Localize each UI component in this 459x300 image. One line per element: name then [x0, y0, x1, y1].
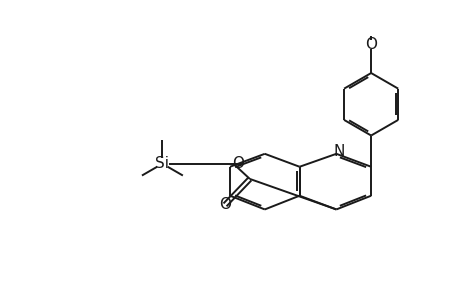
Text: Si: Si — [155, 156, 169, 171]
Text: O: O — [364, 37, 376, 52]
Text: N: N — [333, 144, 344, 159]
Text: O: O — [218, 197, 230, 212]
Text: O: O — [231, 156, 243, 171]
